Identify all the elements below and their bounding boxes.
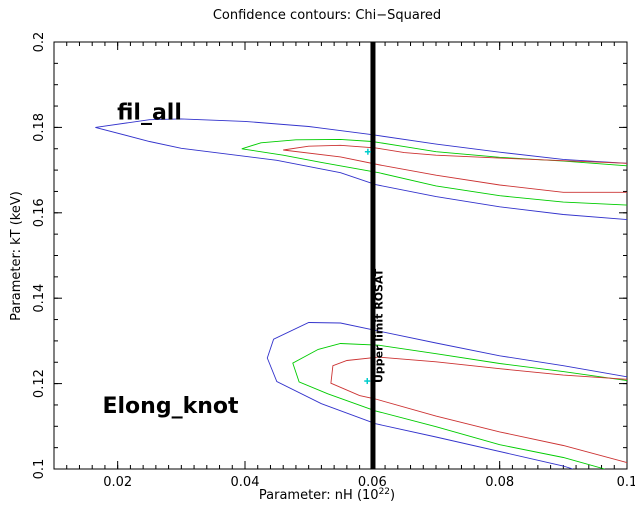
y-tick-label: 0.12 (32, 369, 47, 398)
elong-knot-label: Elong_knot (102, 394, 239, 419)
y-tick-label: 0.1 (32, 459, 47, 480)
x-tick-label: 0.02 (103, 475, 132, 490)
fil-all-label: fil_all (117, 101, 182, 126)
y-tick-label: 0.2 (32, 32, 47, 53)
x-tick-label: 0.1 (617, 475, 635, 490)
contour-Elong_knot-line (267, 323, 627, 470)
y-tick-label: 0.14 (32, 284, 47, 313)
contour-fil_all-line (283, 145, 627, 192)
plot-area: 0.02 0.04 0.06 0.08 0.10.10.120.140.160.180.… (32, 32, 635, 490)
y-tick-label: 0.16 (32, 198, 47, 227)
y-axis-label: Parameter: kT (keV) (9, 191, 24, 321)
x-tick-label: 0.08 (485, 475, 514, 490)
upper-limit-label: Upper limit ROSAT (373, 268, 386, 383)
chart-title: Confidence contours: Chi−Squared (213, 8, 441, 23)
x-axis-label: Parameter: nH (1022) (259, 487, 395, 503)
x-axis-label-superscript: 22 (379, 487, 390, 497)
x-tick-label: 0.04 (231, 475, 260, 490)
y-tick-label: 0.18 (32, 113, 47, 142)
x-axis-label-main: Parameter: nH (10 (259, 488, 379, 503)
contour-fil_all-line (242, 139, 627, 205)
x-axis-label-end: ) (390, 488, 395, 503)
